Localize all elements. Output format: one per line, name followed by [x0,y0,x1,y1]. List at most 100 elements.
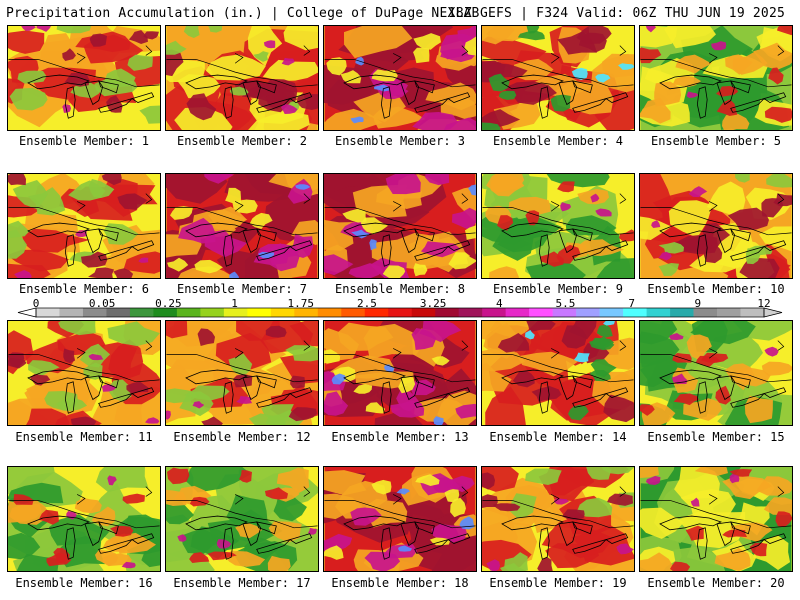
ensemble-member-label: Ensemble Member: 9 [492,282,624,296]
colorbar-swatch [411,308,436,317]
precip-field-map [324,467,476,571]
precip-field-map [324,26,476,130]
colorbar-swatch [364,308,389,317]
precip-field-map [482,174,634,278]
precip-field-map [166,467,318,571]
ensemble-member-label: Ensemble Member: 4 [492,134,624,148]
colorbar-swatch [435,308,460,317]
ensemble-map-panel [7,320,161,426]
colorbar-swatch [458,308,483,317]
colorbar-tick-label: 1 [231,297,238,310]
precip-field-map [166,321,318,425]
colorbar-swatch [223,308,248,317]
ensemble-map-panel [323,25,477,131]
colorbar-swatch [247,308,272,317]
ensemble-member-label: Ensemble Member: 14 [489,430,627,444]
ensemble-member-label: Ensemble Member: 15 [647,430,785,444]
ensemble-map-panel [481,173,635,279]
colorbar-tick-label: 3.25 [419,297,447,310]
colorbar-swatch [552,308,577,317]
ensemble-member-label: Ensemble Member: 20 [647,576,785,590]
precip-field-map [482,26,634,130]
ensemble-map-panel [165,320,319,426]
ensemble-map-panel [323,466,477,572]
colorbar-swatch [599,308,624,317]
ensemble-map-panel [639,320,793,426]
ensemble-map-panel [481,466,635,572]
precip-field-map [640,467,792,571]
colorbar-tick-label: 1.75 [287,297,314,310]
precip-field-map [8,26,160,130]
ensemble-member-label: Ensemble Member: 3 [334,134,466,148]
ensemble-map-panel [481,25,635,131]
ensemble-member-label: Ensemble Member: 7 [176,282,308,296]
colorbar-tick-label: 9 [694,297,702,310]
colorbar-swatch [482,308,506,317]
colorbar-swatch [270,308,295,317]
colorbar-swatch [576,308,600,317]
colorbar-swatch [36,308,60,317]
precip-field-map [8,467,160,571]
precip-field-map [482,467,634,571]
precip-field-map [166,26,318,130]
colorbar-tick-label: 7 [628,297,635,310]
colorbar-swatch [153,308,178,317]
colorbar-swatch [82,308,107,317]
colorbar-swatch [717,308,741,317]
precip-field-map [324,174,476,278]
colorbar-swatch [623,308,647,317]
ensemble-member-label: Ensemble Member: 19 [489,576,627,590]
colorbar-swatch [505,308,530,317]
ensemble-member-label: Ensemble Member: 6 [18,282,150,296]
ensemble-map-panel [639,173,793,279]
colorbar-swatch [129,308,154,317]
ensemble-member-label: Ensemble Member: 17 [173,576,311,590]
ensemble-map-panel [323,173,477,279]
ensemble-member-label: Ensemble Member: 18 [331,576,469,590]
colorbar-swatch [317,308,342,317]
colorbar-swatch [740,308,765,317]
colorbar-swatch [388,308,413,317]
colorbar-swatch [176,308,201,317]
ensemble-map-panel [323,320,477,426]
ensemble-map-panel [165,466,319,572]
colorbar-tick-label: 12 [757,297,771,310]
colorbar-tick-label: 5.5 [555,297,576,310]
ensemble-map-panel [7,466,161,572]
precip-field-map [640,321,792,425]
ensemble-member-label: Ensemble Member: 13 [331,430,469,444]
precip-field-map [8,174,160,278]
map-title: Precipitation Accumulation (in.) | Colle… [6,6,480,21]
ensemble-map-panel [7,25,161,131]
precip-colorbar [17,307,783,318]
ensemble-map-panel [481,320,635,426]
ensemble-member-label: Ensemble Member: 16 [15,576,153,590]
ensemble-map-panel [165,173,319,279]
colorbar-swatch [200,308,225,317]
precip-field-map [324,321,476,425]
ensemble-member-label: Ensemble Member: 11 [15,430,153,444]
colorbar-swatch [670,308,694,317]
colorbar-tick-label: 2.5 [356,297,377,310]
ensemble-member-label: Ensemble Member: 10 [647,282,785,296]
precip-field-map [166,174,318,278]
ensemble-member-label: Ensemble Member: 8 [334,282,466,296]
colorbar-swatch [294,308,319,317]
colorbar-tick-label: 0.25 [155,297,182,310]
ensemble-map-panel [639,466,793,572]
colorbar-swatch [646,308,671,317]
colorbar-swatch [59,308,84,317]
precip-field-map [482,321,634,425]
ensemble-member-label: Ensemble Member: 1 [18,134,150,148]
ensemble-map-panel [7,173,161,279]
colorbar-swatch [106,308,131,317]
ensemble-member-label: Ensemble Member: 12 [173,430,311,444]
colorbar-swatch [341,308,366,317]
colorbar-swatch [693,308,718,317]
precip-field-map [8,321,160,425]
ensemble-map-panel [639,25,793,131]
ensemble-member-label: Ensemble Member: 2 [176,134,308,148]
ensemble-member-label: Ensemble Member: 5 [650,134,782,148]
colorbar-tick-label: 0 [32,297,40,310]
colorbar-tick-label: 4 [495,297,503,310]
